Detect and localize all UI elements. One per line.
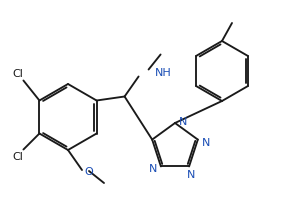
Text: O: O bbox=[84, 166, 93, 176]
Text: NH: NH bbox=[155, 68, 171, 78]
Text: N: N bbox=[187, 170, 195, 180]
Text: Cl: Cl bbox=[12, 152, 23, 162]
Text: N: N bbox=[179, 116, 187, 126]
Text: N: N bbox=[149, 164, 157, 174]
Text: Cl: Cl bbox=[12, 69, 23, 79]
Text: N: N bbox=[202, 137, 210, 147]
